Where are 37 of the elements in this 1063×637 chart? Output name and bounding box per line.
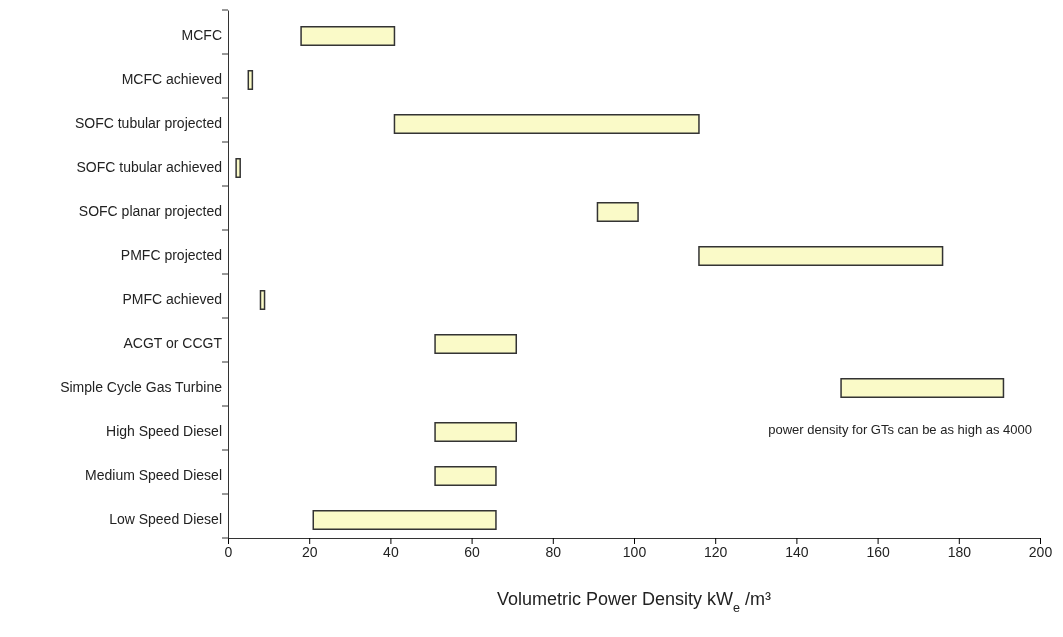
x-tick-label: 20	[301, 543, 318, 560]
annotation: power density for GTs can be as high as 4000	[768, 422, 1032, 437]
bar	[235, 158, 241, 178]
x-tick-label: 180	[947, 543, 972, 560]
bar	[393, 114, 700, 134]
bar	[247, 70, 254, 90]
y-tick-label: MCFC achieved	[121, 71, 222, 88]
x-tick-label: 120	[704, 543, 728, 560]
bar	[434, 466, 497, 486]
bar	[434, 334, 518, 354]
bar	[698, 246, 944, 266]
y-tick-label: ACGT or CCGT	[123, 335, 223, 352]
x-tick-label: 100	[622, 543, 647, 560]
y-tick-label: Simple Cycle Gas Turbine	[60, 379, 223, 396]
x-tick-label: 60	[464, 543, 481, 560]
y-tick-label: SOFC tubular projected	[74, 115, 222, 132]
x-tick-label: 160	[866, 543, 890, 560]
y-tick-label: Medium Speed Diesel	[85, 467, 222, 484]
x-tick-label: 40	[383, 543, 399, 560]
y-tick-label: Low Speed Diesel	[109, 511, 222, 528]
y-tick-label: MCFC	[181, 27, 222, 44]
bar	[434, 422, 518, 442]
bar	[840, 378, 1005, 398]
y-tick-label: PMFC projected	[120, 247, 222, 264]
bar	[596, 202, 639, 222]
x-axis-title: Volumetric Power Density kW$_{e}$ /m³	[496, 589, 772, 615]
y-tick-label: SOFC tubular achieved	[76, 159, 222, 176]
x-tick-label: 140	[785, 543, 809, 560]
y-tick-label: SOFC planar projected	[78, 203, 222, 220]
x-tick-label: 0	[224, 543, 233, 560]
x-tick-label: 200	[1028, 543, 1053, 560]
bar	[300, 26, 396, 46]
bar	[312, 510, 497, 530]
bar	[259, 290, 266, 310]
x-tick-label: 80	[545, 543, 562, 560]
y-tick-label: High Speed Diesel	[106, 423, 222, 440]
y-tick-label: PMFC achieved	[122, 291, 222, 308]
